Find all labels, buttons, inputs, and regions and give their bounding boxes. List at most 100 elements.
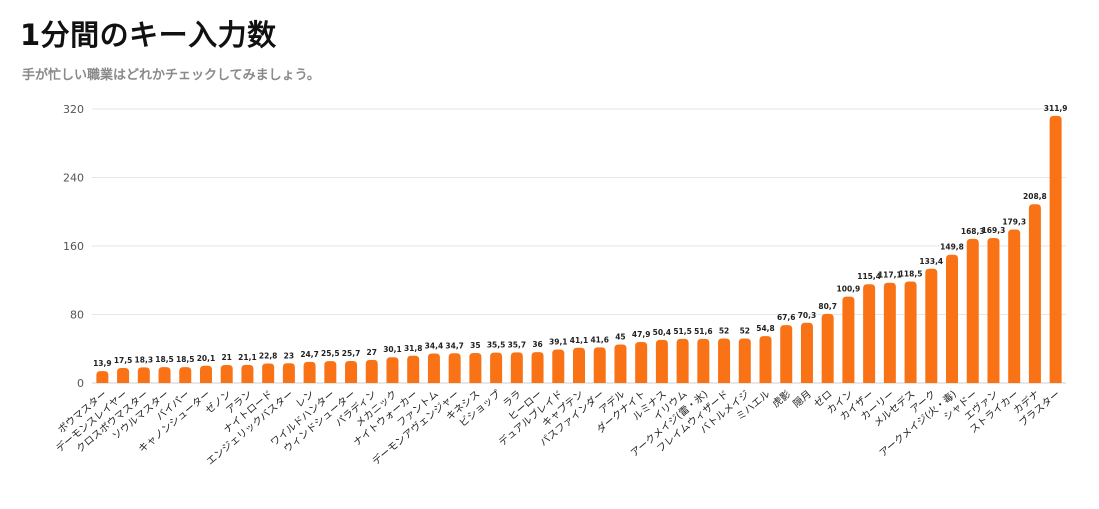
- value-label: 18,5: [176, 355, 195, 364]
- value-label: 22,8: [259, 351, 278, 360]
- bar: [966, 238, 979, 383]
- bar: [676, 338, 689, 383]
- value-label: 27: [367, 348, 377, 357]
- value-label: 52: [740, 326, 750, 335]
- value-label: 21: [221, 353, 231, 362]
- y-tick-label: 80: [70, 309, 84, 322]
- value-label: 117,1: [878, 271, 902, 280]
- value-label: 52: [719, 326, 729, 335]
- bar: [262, 363, 275, 383]
- bar: [117, 368, 130, 383]
- bar: [614, 344, 627, 383]
- bar: [655, 339, 668, 383]
- bar: [179, 367, 192, 383]
- value-label: 47,9: [632, 330, 651, 339]
- bar: [386, 357, 399, 383]
- value-label: 169,3: [982, 226, 1006, 235]
- value-label: 35,7: [508, 340, 527, 349]
- value-label: 34,4: [425, 342, 444, 351]
- value-label: 51,6: [694, 327, 713, 336]
- value-label: 133,4: [919, 257, 943, 266]
- bar: [925, 268, 938, 383]
- y-tick-label: 320: [63, 103, 84, 116]
- bar: [469, 353, 482, 383]
- bar: [759, 336, 772, 383]
- bar: [96, 371, 109, 383]
- value-label: 208,8: [1023, 192, 1047, 201]
- bar: [407, 355, 420, 383]
- bar: [241, 364, 254, 383]
- bar: [199, 365, 212, 383]
- bar: [531, 352, 544, 383]
- bar: [842, 296, 855, 383]
- bars: [96, 115, 1062, 384]
- bar: [904, 281, 917, 383]
- bar: [365, 359, 378, 383]
- bar: [593, 347, 606, 383]
- y-axis-ticks: 0 80 160 240 320: [63, 103, 84, 390]
- value-label: 17,5: [114, 356, 133, 365]
- value-label: 18,5: [155, 355, 174, 364]
- value-label: 24,7: [300, 350, 319, 359]
- value-label: 30,1: [383, 345, 402, 354]
- value-label: 34,7: [445, 341, 464, 350]
- value-label: 100,9: [837, 285, 861, 294]
- value-label: 25,7: [342, 349, 361, 358]
- value-label: 35: [470, 341, 480, 350]
- value-label: 80,7: [818, 302, 837, 311]
- bar: [800, 322, 813, 383]
- value-label: 31,8: [404, 344, 423, 353]
- value-label: 67,6: [777, 313, 796, 322]
- x-axis-labels: ボウマスターデーモンスレイヤークロスボウマスターソウルマスターバイパーキャノンシ…: [53, 387, 1062, 467]
- bar: [303, 361, 316, 383]
- bar: [324, 361, 337, 383]
- bar: [883, 282, 896, 383]
- bar: [427, 353, 440, 383]
- bar: [448, 353, 461, 383]
- value-label: 70,3: [798, 311, 817, 320]
- bar: [510, 352, 523, 383]
- value-label: 51,5: [673, 327, 692, 336]
- bar: [863, 284, 876, 383]
- bar: [552, 349, 565, 383]
- bar: [345, 360, 358, 383]
- value-label: 25,5: [321, 349, 340, 358]
- bar: [946, 254, 959, 383]
- y-tick-label: 160: [63, 240, 84, 253]
- bar: [1028, 204, 1041, 383]
- value-label: 168,3: [961, 227, 985, 236]
- bar: [282, 363, 295, 383]
- bar: [1049, 115, 1062, 384]
- value-label: 21,1: [238, 353, 257, 362]
- bar: [697, 338, 710, 383]
- value-label: 118,5: [899, 270, 923, 279]
- value-labels: 13,9 17,5 18,3 18,5 18,5 20,1 21 21,1 22,8 23 24,7…: [93, 104, 1067, 368]
- bar: [718, 338, 731, 383]
- chart-subtitle: 手が忙しい職業はどれかチェックしてみましょう。: [22, 68, 320, 83]
- value-label: 311,9: [1044, 104, 1068, 113]
- y-tick-label: 240: [63, 172, 84, 185]
- value-label: 179,3: [1002, 217, 1026, 226]
- bar: [821, 313, 834, 383]
- value-label: 35,5: [487, 341, 506, 350]
- value-label: 41,6: [590, 335, 609, 344]
- x-tick-label: 虎影: [770, 388, 793, 410]
- value-label: 23: [284, 351, 294, 360]
- value-label: 54,8: [756, 324, 775, 333]
- bar: [137, 367, 150, 383]
- bar: [987, 238, 1000, 383]
- bar: [573, 347, 585, 383]
- bar: [738, 338, 751, 383]
- value-label: 50,4: [653, 328, 672, 337]
- x-tick-label: 隠月: [791, 388, 814, 410]
- value-label: 41,1: [570, 336, 589, 345]
- bar: [220, 365, 233, 383]
- value-label: 20,1: [197, 354, 216, 363]
- bar: [635, 341, 648, 383]
- value-label: 45: [615, 332, 625, 341]
- value-label: 39,1: [549, 338, 568, 347]
- bar: [1008, 229, 1021, 383]
- chart-title: 1分間のキー入力数: [20, 18, 277, 52]
- value-label: 13,9: [93, 359, 112, 368]
